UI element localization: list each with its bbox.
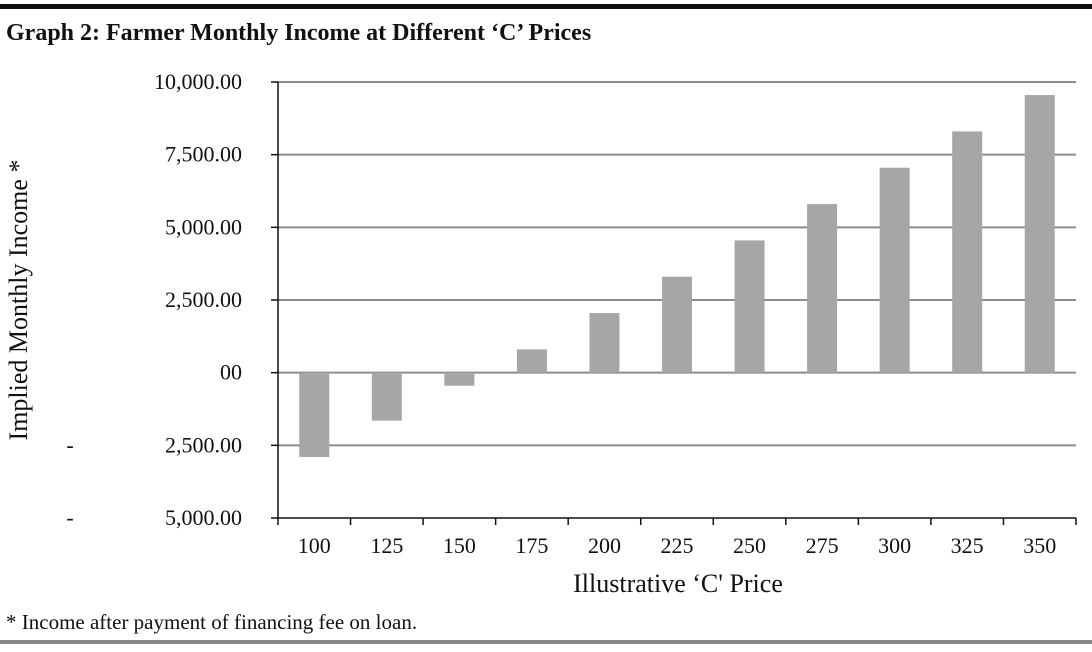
y-tick-label: 2,500.00	[165, 287, 242, 312]
bar	[516, 349, 547, 373]
bar	[371, 372, 402, 421]
x-tick-labels: 100 125 150 175 200 225 250 275 300 325 350	[298, 533, 1056, 558]
x-tick-label: 150	[443, 533, 476, 558]
x-tick-label: 350	[1023, 533, 1056, 558]
x-tick-label: 250	[733, 533, 766, 558]
y-tick-negative-sign: -	[66, 432, 73, 457]
x-tick-label: 175	[515, 533, 548, 558]
y-tick-label: 00	[220, 360, 242, 385]
bar	[879, 167, 910, 373]
y-tick-labels: 10,000.00 7,500.00 5,000.00 2,500.00 00 2,500…	[66, 69, 242, 530]
x-tick-label: 125	[370, 533, 403, 558]
x-tick-label: 225	[661, 533, 694, 558]
bar	[299, 372, 330, 457]
x-tick-label: 200	[588, 533, 621, 558]
x-axis-label: Illustrative ‘C' Price	[573, 569, 783, 598]
bars	[299, 95, 1055, 457]
x-tick-label: 300	[878, 533, 911, 558]
gridlines	[278, 81, 1076, 447]
y-tick-label: 7,500.00	[165, 142, 242, 167]
y-axis-label: Implied Monthly Income *	[4, 160, 33, 441]
bar	[1024, 95, 1055, 373]
y-tick-label: 2,500.00	[165, 432, 242, 457]
x-tick-label: 275	[806, 533, 839, 558]
x-tick-label: 325	[951, 533, 984, 558]
chart-title: Graph 2: Farmer Monthly Income at Differ…	[6, 20, 592, 46]
bar	[444, 372, 475, 386]
bar	[734, 240, 765, 373]
y-tick-negative-sign: -	[66, 505, 73, 530]
x-tick-label: 100	[298, 533, 331, 558]
y-tick-label: 5,000.00	[165, 505, 242, 530]
y-tick-label: 5,000.00	[165, 214, 242, 239]
bar	[662, 276, 692, 373]
bottom-rule	[0, 640, 1092, 644]
bar	[589, 313, 620, 373]
axes	[271, 81, 1077, 525]
y-tick-label: 10,000.00	[154, 69, 242, 94]
top-rule	[0, 4, 1092, 9]
footnote: * Income after payment of financing fee …	[6, 610, 418, 634]
bar	[952, 131, 983, 373]
bar	[807, 204, 838, 373]
